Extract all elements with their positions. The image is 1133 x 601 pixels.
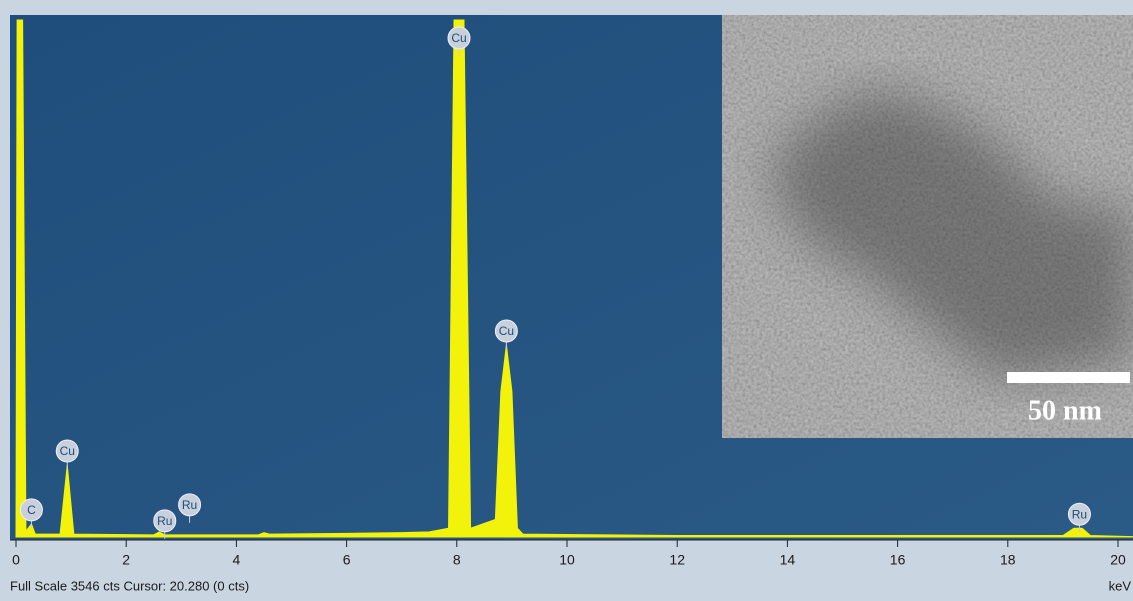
x-tick-label: 8 (453, 552, 461, 568)
peak-label-bg (153, 509, 177, 533)
peak-label-bg (19, 498, 43, 522)
x-tick-label: 18 (1000, 552, 1016, 568)
scale-label: 50 nm (1028, 395, 1102, 426)
peak-label-bg (447, 26, 471, 50)
x-tick-label: 14 (780, 552, 796, 568)
x-tick-label: 0 (12, 552, 20, 568)
spectrum (15, 19, 1133, 538)
peak-label: C (27, 503, 36, 517)
peak-label-bg (55, 439, 79, 463)
peak-label: Ru (182, 498, 197, 512)
peak-label-bg (1067, 502, 1091, 526)
x-axis-label: keV (1109, 578, 1132, 593)
x-tick-label: 20 (1110, 552, 1126, 568)
peak-label: Ru (157, 514, 172, 528)
peak-label: Cu (60, 444, 75, 458)
peak-label: Cu (451, 31, 466, 45)
x-tick-label: 2 (122, 552, 130, 568)
peak-label: Ru (1072, 507, 1087, 521)
x-tick-label: 16 (890, 552, 906, 568)
inset-image: 50 nm (722, 15, 1133, 438)
x-tick-label: 12 (669, 552, 685, 568)
inset-particle (770, 90, 1133, 380)
x-tick-label: 6 (343, 552, 351, 568)
scale-bar (1007, 372, 1130, 383)
x-tick-label: 10 (559, 552, 575, 568)
peak-label: Cu (499, 324, 514, 338)
x-tick-label: 4 (233, 552, 241, 568)
peak-label-bg (494, 319, 518, 343)
status-text: Full Scale 3546 cts Cursor: 20.280 (0 ct… (10, 578, 249, 593)
peak-label-bg (178, 493, 202, 517)
